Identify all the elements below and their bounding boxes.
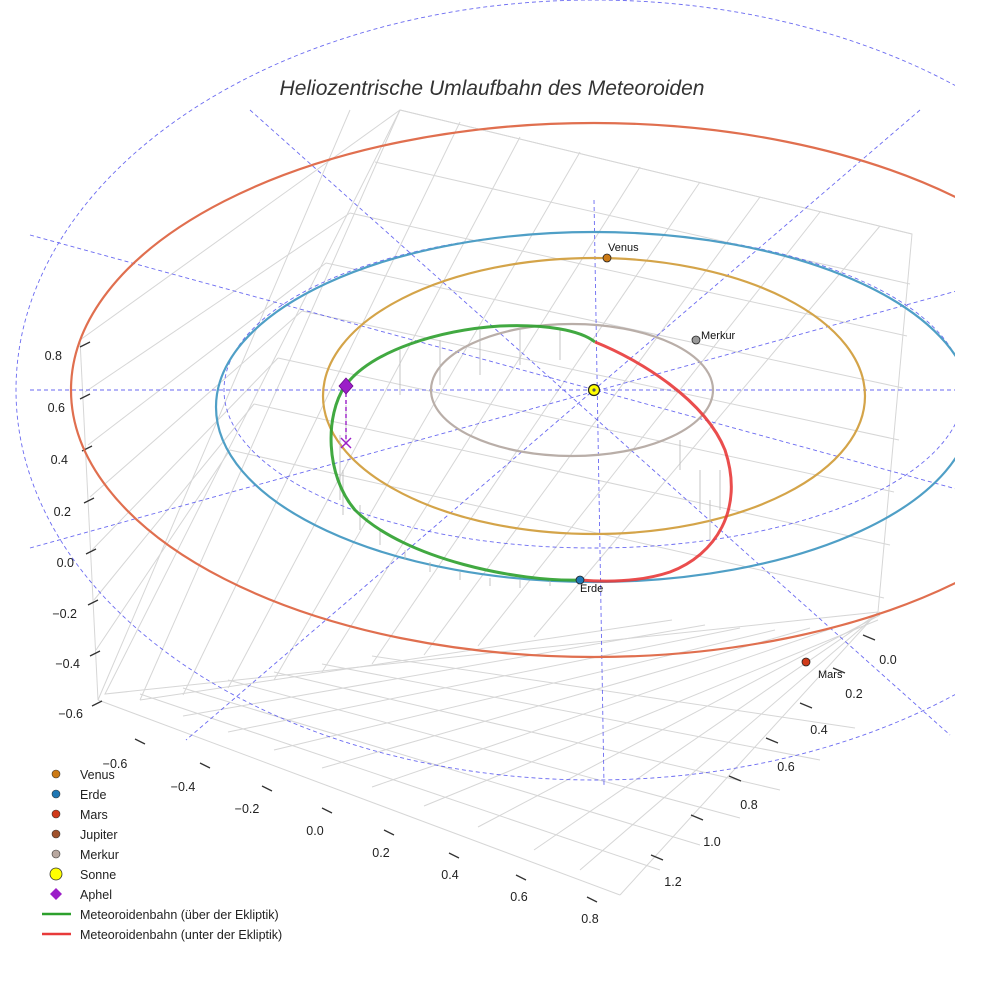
- z-tick-labels: 0.8 0.6 0.4 0.2 0.0 −0.2 −0.4 −0.6: [45, 349, 83, 721]
- x-tick-label: 0.2: [372, 846, 389, 860]
- legend-marker-mercury: [51, 849, 61, 859]
- legend-marker-earth: [51, 789, 61, 799]
- y-tick-label: 1.2: [664, 875, 681, 889]
- axis-grid: [79, 109, 913, 896]
- mercury-label: Merkur: [701, 330, 736, 342]
- y-tick-label: 0.8: [740, 798, 757, 812]
- legend-marker-aphel: [50, 888, 62, 900]
- legend-marker-venus: [51, 769, 61, 779]
- z-tick-label: 0.2: [54, 505, 71, 519]
- z-tick-label: 0.4: [51, 453, 68, 467]
- aphel-projection: [340, 437, 352, 449]
- x-tick-label: 0.6: [510, 890, 527, 904]
- x-tick-labels: −0.6 −0.4 −0.2 0.0 0.2 0.4 0.6 0.8: [103, 757, 599, 926]
- earth-label: Erde: [580, 583, 603, 595]
- mars-label: Mars: [818, 669, 843, 681]
- x-tick-label: −0.6: [103, 757, 128, 771]
- y-tick-label: 0.2: [845, 687, 862, 701]
- legend-label: Jupiter: [80, 828, 118, 842]
- chart-title: Heliozentrische Umlaufbahn des Meteoroid…: [280, 77, 705, 100]
- legend-marker-jupiter: [51, 829, 61, 839]
- y-tick-labels: 0.0 0.2 0.4 0.6 0.8 1.0 1.2: [664, 653, 896, 889]
- z-tick-label: −0.2: [52, 607, 77, 621]
- z-tick-label: 0.0: [57, 556, 74, 570]
- legend-label: Sonne: [80, 868, 116, 882]
- venus-label: Venus: [608, 242, 639, 254]
- meteoroid-orbit-above: [329, 324, 596, 582]
- y-tick-label: 0.0: [879, 653, 896, 667]
- legend-label: Merkur: [80, 848, 119, 862]
- legend-label: Meteoroidenbahn (über der Ekliptik): [80, 908, 279, 922]
- meteoroid-orbit-below: [579, 340, 733, 583]
- z-tick-label: −0.6: [58, 707, 83, 721]
- z-tick-label: −0.4: [55, 657, 80, 671]
- z-tick-label: 0.6: [48, 401, 65, 415]
- y-tick-label: 1.0: [703, 835, 720, 849]
- z-tick-label: 0.8: [45, 349, 62, 363]
- legend-label: Erde: [80, 788, 106, 802]
- mars-orbit: [70, 121, 955, 659]
- y-tick-label: 0.6: [777, 760, 794, 774]
- axes: [79, 341, 876, 903]
- x-tick-label: 0.8: [581, 912, 598, 926]
- venus-marker: [602, 253, 612, 263]
- x-tick-label: 0.0: [306, 824, 323, 838]
- aphel-marker: [338, 377, 354, 395]
- drop-lines: [339, 328, 721, 588]
- legend: Venus Erde Mars Jupiter Merkur Sonne Aph…: [42, 768, 282, 942]
- x-tick-label: −0.2: [235, 802, 260, 816]
- legend-label: Mars: [80, 808, 108, 822]
- legend-label: Venus: [80, 768, 115, 782]
- x-tick-label: −0.4: [171, 780, 196, 794]
- legend-label: Aphel: [80, 888, 112, 902]
- venus-orbit: [321, 256, 867, 536]
- legend-marker-mars: [51, 809, 61, 819]
- legend-marker-sun: [49, 867, 63, 881]
- ecliptic-reference: [15, 0, 955, 786]
- earth-marker: [575, 575, 585, 585]
- mars-marker: [801, 657, 811, 667]
- mercury-orbit: [429, 322, 715, 458]
- legend-label: Meteoroidenbahn (unter der Ekliptik): [80, 928, 282, 942]
- y-tick-label: 0.4: [810, 723, 827, 737]
- x-tick-label: 0.4: [441, 868, 458, 882]
- mercury-marker: [691, 335, 701, 345]
- earth-orbit: [215, 230, 955, 584]
